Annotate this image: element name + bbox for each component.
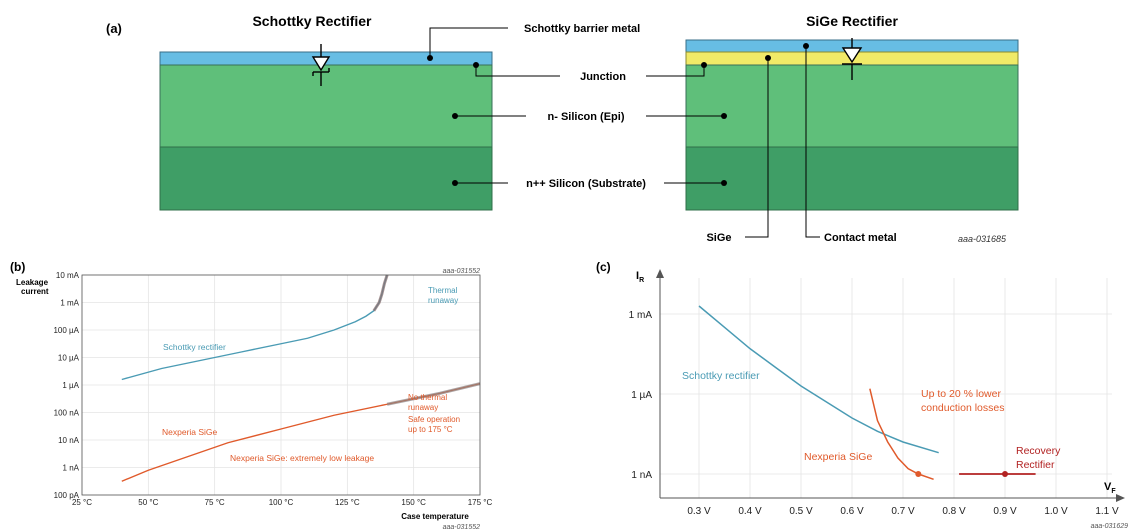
panel-c-ticks: 1 mA 1 µA 1 nA 0.3 V 0.4 V 0.5 V 0.6 V 0.7 V 0.8…: [629, 310, 1119, 517]
panel-b-runaway-highlight: [372, 274, 389, 312]
panel-b-code-bottom: aaa-031552: [443, 524, 480, 531]
panel-c-xtick-label: 0.9 V: [993, 506, 1017, 517]
panel-b-ytick-label: 100 µA: [53, 326, 79, 335]
annot-c-lower-1: Up to 20 % lower: [921, 388, 1001, 400]
panel-c-x-arrow-icon: [1116, 494, 1125, 502]
panel-c-xtick-label: 0.6 V: [840, 506, 864, 517]
annot-c-lower-2: conduction losses: [921, 402, 1004, 414]
panel-c-xtick-label: 0.5 V: [789, 506, 813, 517]
panel-b-xtick-label: 175 °C: [468, 498, 493, 507]
panel-c-label: (c): [596, 260, 611, 274]
panel-c-xtick-label: 0.8 V: [942, 506, 966, 517]
panel-c-code: aaa-031629: [1091, 523, 1128, 530]
panel-c-ytick-label: 1 µA: [631, 390, 652, 401]
panel-a-code: aaa-031685: [958, 234, 1007, 244]
annot-sige: Nexperia SiGe: [162, 427, 218, 437]
panel-c-xtick-label: 1.1 V: [1095, 506, 1119, 517]
annot-c-schottky: Schottky rectifier: [682, 370, 760, 382]
panel-c-ylabel: IR: [636, 270, 644, 284]
panel-c-ytick-label: 1 nA: [631, 470, 652, 481]
annot-no-thermal-4: up to 175 °C: [408, 425, 453, 434]
schottky-title: Schottky Rectifier: [252, 13, 372, 29]
panel-b-ytick-label: 10 nA: [58, 436, 80, 445]
schottky-diode-icon: [311, 44, 331, 86]
panel-b-ytick-label: 100 pA: [54, 491, 80, 500]
panel-b-frame: [81, 274, 481, 496]
panel-c-series: [698, 305, 1036, 481]
label-contact-metal: Contact metal: [824, 232, 897, 244]
panel-c-ytick-label: 1 mA: [629, 310, 653, 321]
panel-b-xtick-label: 125 °C: [335, 498, 360, 507]
panel-c-xlabel: VF: [1104, 481, 1116, 495]
panel-b-ytick-label: 100 nA: [54, 409, 80, 418]
panel-b-ytick-label: 10 µA: [58, 354, 80, 363]
label-epi: n- Silicon (Epi): [548, 111, 625, 123]
panel-c-xtick-label: 1.0 V: [1044, 506, 1068, 517]
panel-b-xtick-label: 50 °C: [138, 498, 158, 507]
annot-thermal-1: Thermal: [428, 286, 458, 295]
annot-no-thermal-2: runaway: [408, 403, 438, 412]
schottky-epi-layer: [159, 64, 493, 148]
panel-b-xtick-label: 25 °C: [72, 498, 92, 507]
panel-b-code-top: aaa-031552: [443, 268, 480, 275]
panel-a-connectors: [429, 27, 820, 238]
panel-b-xlabel: Case temperature: [401, 512, 469, 521]
panel-c-xtick-label: 0.3 V: [687, 506, 711, 517]
panel-c-sige-marker: [915, 471, 922, 477]
panel-c-series-line: [698, 305, 939, 454]
panel-b-ytick-label: 1 mA: [60, 299, 79, 308]
panel-a-label: (a): [106, 21, 122, 36]
panel-c-recovery-marker: [1002, 471, 1008, 477]
panel-c-xtick-label: 0.7 V: [891, 506, 915, 517]
sige-diode-icon: [841, 38, 863, 80]
panel-b: (b) aaa-031552 aaa-031552 Leakage curren…: [10, 260, 492, 531]
annot-c-recovery-1: Recovery: [1016, 445, 1061, 457]
sige-substrate-layer: [685, 146, 1019, 211]
label-substrate: n++ Silicon (Substrate): [526, 178, 646, 190]
schottky-substrate-layer: [159, 146, 493, 211]
panel-b-xtick-label: 100 °C: [269, 498, 294, 507]
panel-b-ytick-label: 1 µA: [62, 381, 79, 390]
panel-a: (a) Schottky Rectifier SiGe Rectifier: [106, 13, 1019, 244]
panel-c: (c) 1 mA 1 µA 1 nA 0.3 V 0.4 V 0.5 V 0.6 V 0.7 …: [596, 260, 1128, 530]
panel-b-safe-highlight: [386, 382, 481, 406]
annot-no-thermal-3: Safe operation: [408, 415, 460, 424]
panel-b-xtick-label: 150 °C: [401, 498, 426, 507]
annot-schottky: Schottky rectifier: [163, 342, 226, 352]
annot-c-sige: Nexperia SiGe: [804, 451, 872, 463]
panel-b-ylabel-1: Leakage: [16, 278, 49, 287]
panel-c-xtick-label: 0.4 V: [738, 506, 762, 517]
panel-b-series: [121, 274, 481, 482]
panel-b-ytick-label: 1 nA: [63, 464, 80, 473]
panel-c-grid: [660, 278, 1112, 498]
label-junction: Junction: [580, 71, 626, 83]
label-sige: SiGe: [706, 232, 731, 244]
label-barrier-metal: Schottky barrier metal: [524, 23, 640, 35]
annot-no-thermal-1: No thermal: [408, 393, 447, 402]
panel-a-dots: [427, 43, 809, 186]
panel-b-ytick-label: 10 mA: [56, 271, 80, 280]
annot-c-recovery-2: Rectifier: [1016, 459, 1055, 471]
panel-b-xtick-label: 75 °C: [205, 498, 225, 507]
panel-b-ylabel-2: current: [21, 287, 49, 296]
sige-title: SiGe Rectifier: [806, 13, 898, 29]
panel-b-ticks: 10 mA 1 mA 100 µA 10 µA 1 µA 100 nA 10 nA 1 nA 1…: [53, 271, 492, 507]
panel-b-label: (b): [10, 260, 25, 274]
annot-thermal-2: runaway: [428, 296, 458, 305]
annot-sige-low: Nexperia SiGe: extremely low leakage: [230, 453, 374, 463]
panel-c-y-arrow-icon: [656, 269, 664, 278]
